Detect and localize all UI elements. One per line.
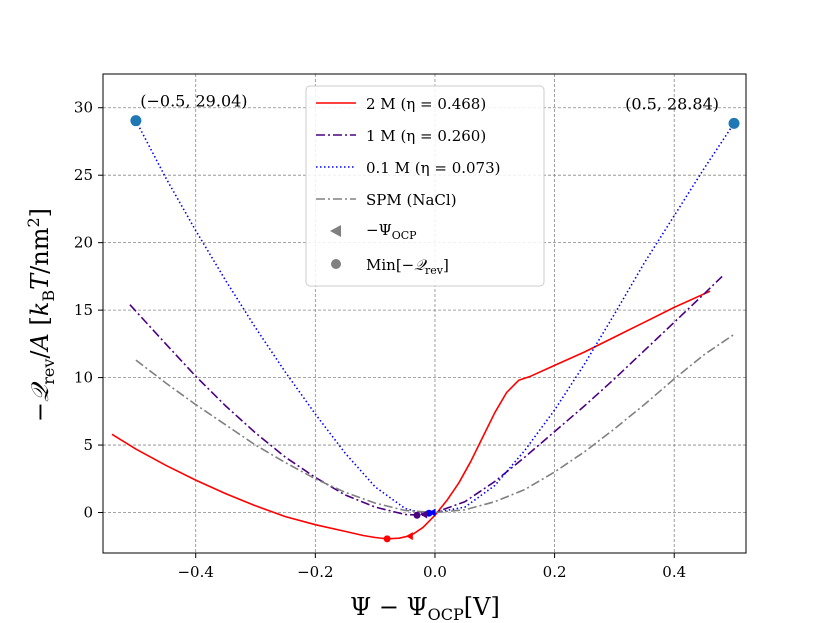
svg-text:SPM (NaCl): SPM (NaCl) — [366, 191, 457, 209]
legend-entry-1m: 1 M (η = 0.260) — [316, 127, 486, 145]
legend-box — [305, 85, 545, 287]
annotation-layer: (−0.5, 29.04) (0.5, 28.84) — [130, 92, 740, 129]
legend-entry-0p1m: 0.1 M (η = 0.073) — [316, 159, 501, 177]
x-tick-label: −0.4 — [177, 563, 213, 581]
legend-entry-spm: SPM (NaCl) — [316, 191, 457, 209]
endpoint-label: (0.5, 28.84) — [625, 94, 719, 113]
y-tick-label: 20 — [74, 234, 93, 252]
y-axis-title: −𝒬rev/A [kBT/nm2] — [24, 208, 58, 422]
legend: 2 M (η = 0.468) 1 M (η = 0.260) 0.1 M (η… — [305, 85, 545, 287]
svg-text:Ψ − ΨOCP[V]: Ψ − ΨOCP[V] — [350, 593, 500, 623]
ocp-marker — [405, 532, 413, 541]
y-tick-label: 10 — [74, 369, 93, 387]
y-tick-label: 30 — [74, 99, 93, 117]
series-line-0 — [111, 290, 711, 540]
min-marker — [383, 535, 391, 543]
y-tick-label: 5 — [83, 436, 93, 454]
svg-text:1 M (η = 0.260): 1 M (η = 0.260) — [366, 127, 486, 145]
endpoint-label: (−0.5, 29.04) — [140, 92, 247, 111]
min-marker — [413, 511, 421, 519]
marker-layer — [383, 508, 436, 543]
svg-text:2 M (η = 0.468): 2 M (η = 0.468) — [366, 95, 486, 113]
x-axis-title: Ψ − ΨOCP[V] — [350, 593, 500, 623]
svg-text:−𝒬rev/A [kBT/nm2]: −𝒬rev/A [kBT/nm2] — [24, 208, 58, 422]
y-tick-label: 25 — [74, 166, 93, 184]
x-tick-label: −0.2 — [297, 563, 333, 581]
x-tick-label: 0.4 — [662, 563, 686, 581]
plot-frame — [102, 73, 747, 554]
svg-text:0.1 M (η = 0.073): 0.1 M (η = 0.073) — [366, 159, 501, 177]
y-tick-label: 0 — [83, 504, 93, 522]
ocp-marker — [420, 510, 428, 519]
ocp-marker — [428, 508, 436, 517]
tick-layer: −0.4 −0.2 0.0 0.2 0.4 0 5 10 15 20 25 30 — [74, 99, 686, 581]
endpoint-marker — [728, 117, 740, 129]
y-tick-label: 15 — [74, 301, 93, 319]
endpoint-marker — [130, 115, 142, 127]
x-tick-label: 0.0 — [423, 563, 447, 581]
legend-entry-2m: 2 M (η = 0.468) — [316, 95, 486, 113]
x-tick-label: 0.2 — [543, 563, 567, 581]
